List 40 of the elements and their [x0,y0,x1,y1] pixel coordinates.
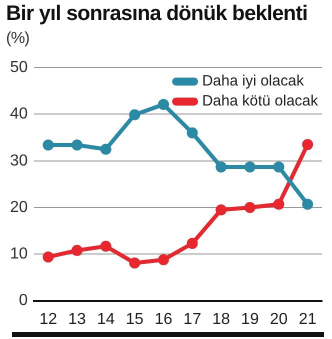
point [72,244,83,256]
point [129,109,140,120]
x-tick-label: 12 [39,310,58,328]
point [42,140,54,151]
point [186,238,198,249]
y-tick-label: 30 [10,152,28,170]
point [129,258,140,269]
x-tick-label: 21 [298,310,317,328]
chart-subtitle: (%) [6,30,30,47]
point [273,198,284,210]
point [216,161,227,172]
point [100,144,112,155]
point [302,139,314,150]
x-tick-label: 17 [183,310,202,328]
y-tick-label: 10 [10,246,28,263]
point [42,251,54,262]
point [273,161,284,172]
point [72,140,83,151]
point [158,254,169,266]
y-tick-label: 20 [10,198,28,216]
y-tick-label: 50 [10,59,28,76]
point [302,198,314,210]
x-tick-label: 16 [154,310,172,328]
point [100,240,112,252]
chart-title: Bir yıl sonrasına dönük beklenti [6,2,308,25]
point [244,202,256,214]
point [186,127,198,138]
x-tick-label: 20 [270,310,288,328]
point [244,161,256,172]
x-tick-label: 14 [96,310,115,328]
x-tick-label: 18 [212,310,230,328]
x-tick-label: 13 [68,310,86,328]
point [158,98,169,110]
legend-label: Daha kötü olacak [202,92,318,110]
y-tick-label: 40 [10,106,28,123]
y-tick-label: 0 [18,292,28,310]
point [216,204,227,216]
x-tick-label: 19 [241,310,259,328]
x-tick-label: 15 [126,310,144,328]
legend-label: Daha iyi olacak [202,72,304,90]
